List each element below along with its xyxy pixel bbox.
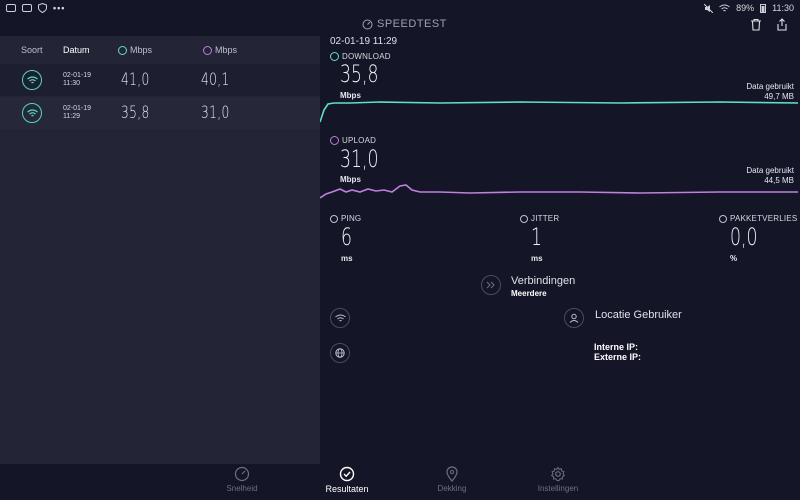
history-panel-top bbox=[0, 16, 320, 36]
upload-data-used-label: Data gebruikt bbox=[746, 166, 794, 175]
header-type: Soort bbox=[21, 45, 43, 55]
nav-settings-label: Instellingen bbox=[537, 484, 579, 493]
ping-value: 6 bbox=[341, 223, 353, 251]
speedometer-icon bbox=[234, 466, 250, 482]
connections-icon bbox=[481, 275, 501, 295]
packet-loss-icon bbox=[719, 214, 727, 223]
upload-label: UPLOAD bbox=[330, 136, 376, 145]
upload-icon bbox=[330, 136, 339, 145]
row-download: 35,8 bbox=[121, 103, 150, 123]
result-timestamp: 02-01-19 11:29 bbox=[330, 36, 398, 47]
nav-speed-label: Snelheid bbox=[226, 484, 258, 493]
wifi-icon bbox=[22, 70, 42, 90]
nav-settings[interactable]: Instellingen bbox=[518, 466, 598, 493]
upload-data-used: Data gebruikt 44,5 MB bbox=[746, 166, 794, 186]
ping-icon bbox=[330, 214, 338, 223]
internal-ip-label: Interne IP: bbox=[594, 342, 639, 352]
packet-loss-unit: % bbox=[730, 254, 738, 263]
header-download[interactable]: Mbps bbox=[118, 45, 152, 55]
packet-loss-value: 0,0 bbox=[730, 223, 758, 251]
wifi-icon bbox=[22, 103, 42, 123]
jitter-label: JITTER bbox=[520, 214, 559, 223]
header-upload[interactable]: Mbps bbox=[203, 45, 237, 55]
result-actions bbox=[750, 18, 788, 31]
connections-value: Meerdere bbox=[511, 289, 547, 298]
ping-label: PING bbox=[330, 214, 361, 223]
ping-label-text: PING bbox=[341, 214, 362, 223]
jitter-icon bbox=[520, 214, 528, 223]
gallery-icon bbox=[22, 4, 32, 12]
download-data-used: Data gebruikt 49,7 MB bbox=[746, 82, 794, 102]
battery-percent: 89% bbox=[736, 3, 755, 13]
download-label-text: DOWNLOAD bbox=[342, 52, 391, 61]
app-title-text: SPEEDTEST bbox=[377, 18, 447, 30]
download-icon bbox=[330, 52, 339, 61]
packet-loss-label-text: PAKKETVERLIES bbox=[730, 214, 798, 223]
row-date-time: 11:29 bbox=[63, 113, 80, 120]
gear-icon bbox=[550, 466, 566, 482]
row-date-day: 02-01-19 bbox=[63, 72, 92, 79]
row-date: 02-01-19 11:30 bbox=[63, 72, 91, 88]
download-graph-line bbox=[320, 101, 799, 123]
download-data-used-value: 49,7 MB bbox=[764, 92, 794, 101]
nav-coverage-label: Dekking bbox=[437, 484, 467, 493]
ping-unit: ms bbox=[341, 254, 353, 263]
app-title: SPEEDTEST bbox=[362, 18, 447, 30]
battery-icon bbox=[760, 4, 767, 13]
download-graph bbox=[320, 101, 799, 123]
wifi-status-icon bbox=[719, 4, 730, 11]
jitter-value: 1 bbox=[531, 223, 543, 251]
upload-data-used-value: 44,5 MB bbox=[764, 176, 794, 185]
header-date[interactable]: Datum bbox=[63, 45, 90, 55]
upload-icon bbox=[203, 45, 212, 55]
globe-icon bbox=[330, 343, 350, 363]
nav-speed[interactable]: Snelheid bbox=[202, 466, 282, 493]
history-header: Soort Datum Mbps Mbps bbox=[0, 36, 320, 64]
shield-icon bbox=[38, 3, 47, 13]
upload-graph bbox=[320, 184, 798, 199]
nav-coverage[interactable]: Dekking bbox=[412, 466, 492, 493]
user-location-label: Locatie Gebruiker bbox=[595, 309, 682, 321]
nav-results[interactable]: Resultaten bbox=[307, 466, 387, 494]
speedtest-logo-icon bbox=[362, 19, 373, 29]
jitter-label-text: JITTER bbox=[531, 214, 560, 223]
row-download: 41,0 bbox=[121, 70, 150, 90]
upload-unit: Mbps bbox=[340, 175, 361, 184]
upload-label-text: UPLOAD bbox=[342, 136, 377, 145]
wifi-network-icon bbox=[330, 308, 350, 328]
row-date-day: 02-01-19 bbox=[63, 105, 92, 112]
screenshot-icon bbox=[6, 4, 16, 12]
trash-icon[interactable] bbox=[750, 18, 762, 31]
user-location-icon bbox=[564, 308, 584, 328]
row-upload: 40,1 bbox=[201, 70, 230, 90]
row-upload: 31,0 bbox=[201, 103, 230, 123]
more-notifications-icon: ••• bbox=[53, 3, 66, 13]
download-icon bbox=[118, 45, 127, 55]
row-date: 02-01-19 11:29 bbox=[63, 105, 91, 121]
share-icon[interactable] bbox=[776, 18, 788, 31]
connections-label: Verbindingen bbox=[511, 275, 576, 287]
header-download-unit: Mbps bbox=[130, 45, 153, 55]
row-date-time: 11:30 bbox=[63, 80, 80, 87]
nav-results-label: Resultaten bbox=[325, 484, 369, 494]
header-upload-unit: Mbps bbox=[215, 45, 238, 55]
download-data-used-label: Data gebruikt bbox=[746, 82, 794, 91]
upload-value: 31,0 bbox=[340, 145, 379, 173]
bottom-nav: Snelheid Resultaten Dekking Instellingen bbox=[0, 464, 800, 500]
clock: 11:30 bbox=[772, 3, 794, 13]
upload-graph-line bbox=[320, 184, 798, 199]
map-pin-icon bbox=[446, 466, 458, 482]
history-row[interactable]: 02-01-19 11:29 35,8 31,0 bbox=[0, 97, 320, 129]
history-row[interactable]: 02-01-19 11:30 41,0 40,1 bbox=[0, 64, 320, 96]
download-value: 35,8 bbox=[340, 60, 379, 88]
packet-loss-label: PAKKETVERLIES bbox=[719, 214, 797, 223]
download-unit: Mbps bbox=[340, 91, 361, 100]
jitter-unit: ms bbox=[531, 254, 543, 263]
download-label: DOWNLOAD bbox=[330, 52, 391, 61]
external-ip-label: Externe IP: bbox=[594, 352, 642, 362]
status-bar: ••• 89% 11:30 bbox=[0, 0, 800, 16]
mute-icon bbox=[704, 3, 714, 13]
check-circle-icon bbox=[339, 466, 355, 482]
